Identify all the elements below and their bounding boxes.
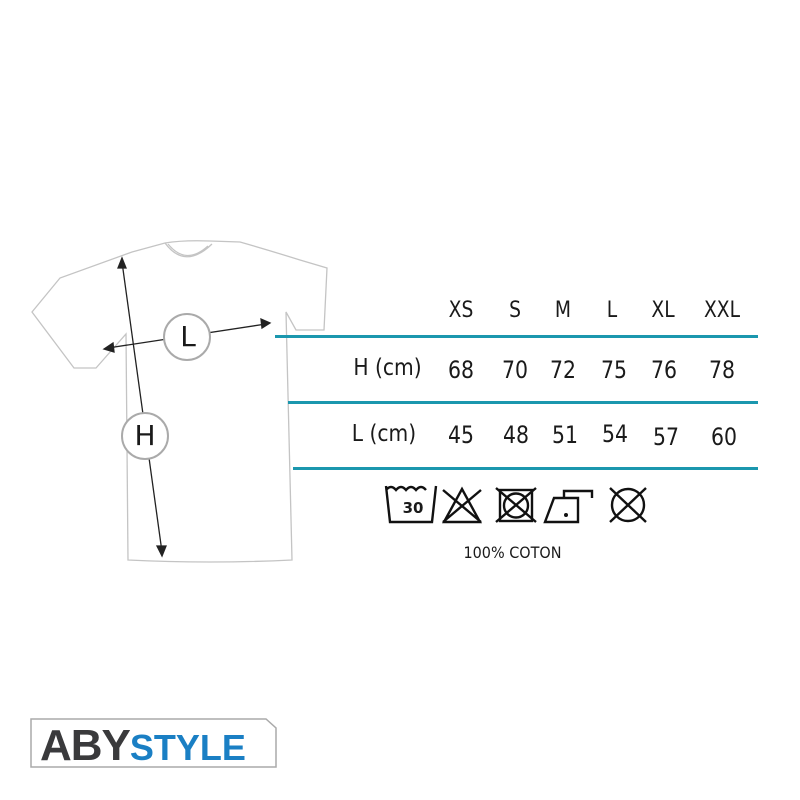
table-divider [293,467,758,470]
size-header-xs: XS [448,298,474,323]
table-cell: 48 [503,421,529,449]
size-header-xxl: XXL [703,298,741,323]
table-cell: 45 [448,421,474,449]
table-cell: 78 [709,356,735,384]
size-header-m: M [554,298,572,323]
table-cell: 76 [651,356,677,384]
tshirt-outline [31,240,328,563]
row-label-height: H (cm) [353,355,422,381]
table-cell: 75 [601,356,627,384]
no-dry-clean-icon [609,487,647,523]
height-label: H [134,419,156,452]
table-cell: 68 [448,356,474,384]
table-divider [288,401,758,404]
wash-30-icon [384,485,438,524]
no-tumble-dry-icon [495,487,537,523]
table-cell: 57 [653,423,679,451]
iron-low-icon [543,489,594,524]
table-divider [275,335,758,338]
table-cell: 70 [502,356,528,384]
table-cell: 72 [550,356,576,384]
length-label: L [180,320,196,353]
brand-part2: STYLE [129,727,246,768]
size-header-s: S [509,298,521,323]
brand-part1: ABY [40,721,131,770]
tshirt-diagram [31,240,328,563]
brand-logo: ABYSTYLE [30,718,277,770]
wash-temperature: 30 [402,499,424,517]
material-label: 100% COTON [463,543,562,562]
table-cell: 60 [711,423,737,451]
row-label-width: L (cm) [351,421,416,447]
table-cell: 54 [602,420,628,448]
table-cell: 51 [552,421,578,449]
size-header-l: L [606,298,618,323]
care-icons [384,485,647,524]
size-header-xl: XL [651,298,675,323]
no-bleach-icon [441,486,483,524]
